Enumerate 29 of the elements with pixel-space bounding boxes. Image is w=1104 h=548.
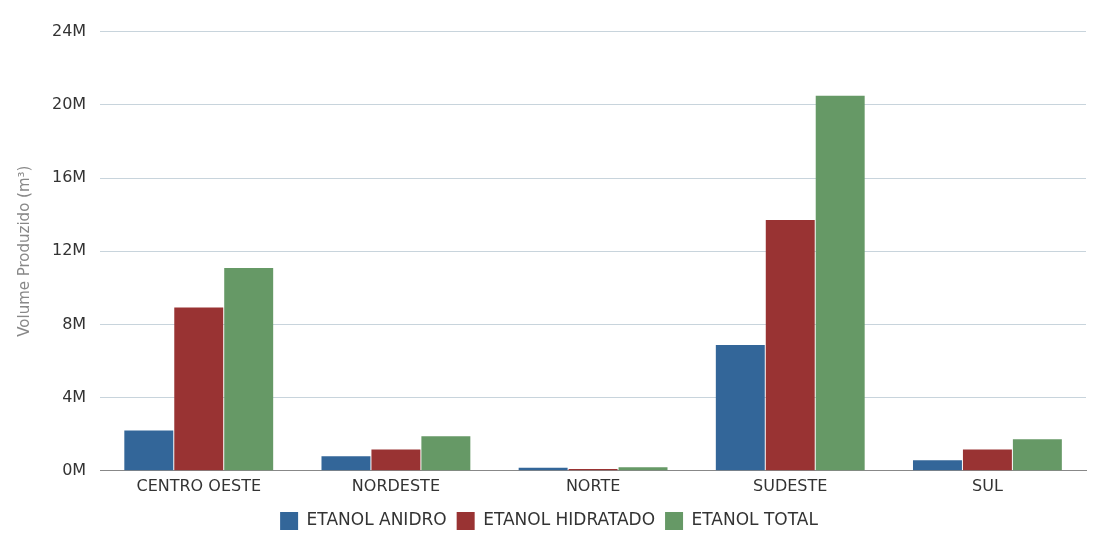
- x-tick-label: SUL: [972, 475, 1003, 495]
- legend-label: ETANOL HIDRATADO: [483, 509, 656, 530]
- bar: [815, 95, 865, 471]
- bar: [962, 449, 1012, 471]
- y-tick-label: 8M: [62, 313, 87, 333]
- y-tick-label: 24M: [51, 20, 87, 40]
- bar: [321, 456, 371, 471]
- bar: [715, 344, 765, 471]
- x-tick-label: NORDESTE: [351, 475, 440, 495]
- bar: [421, 436, 471, 471]
- y-axis-title: Volume Produzido (m³): [14, 165, 33, 337]
- bar: [1012, 439, 1062, 471]
- y-tick-label: 20M: [51, 93, 87, 113]
- bar: [765, 220, 815, 471]
- bar: [124, 430, 174, 471]
- bar: [174, 307, 224, 471]
- y-tick-label: 12M: [51, 240, 87, 260]
- legend-label: ETANOL TOTAL: [691, 509, 819, 530]
- bar: [912, 460, 962, 471]
- bar: [618, 467, 668, 471]
- x-tick-label: SUDESTE: [753, 475, 828, 495]
- bar: [224, 268, 274, 471]
- y-tick-label: 0M: [62, 459, 87, 479]
- y-tick-label: 4M: [62, 386, 87, 406]
- legend-label: ETANOL ANIDRO: [306, 509, 447, 530]
- bar: [371, 449, 421, 471]
- y-tick-label: 16M: [51, 167, 87, 187]
- x-tick-label: CENTRO OESTE: [136, 475, 262, 495]
- x-tick-label: NORTE: [565, 475, 621, 495]
